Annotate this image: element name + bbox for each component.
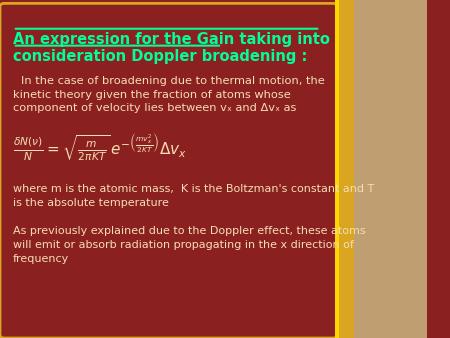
Text: consideration Doppler broadening :: consideration Doppler broadening : bbox=[13, 49, 307, 64]
Text: An expression for the Gain taking into: An expression for the Gain taking into bbox=[13, 32, 330, 47]
Text: $\frac{\delta N(\nu)}{N} = \sqrt{\frac{m}{2\pi KT}}\, e^{-\left(\frac{mv_x^{2}}{: $\frac{\delta N(\nu)}{N} = \sqrt{\frac{m… bbox=[13, 132, 187, 163]
Text: As previously explained due to the Doppler effect, these atoms
will emit or abso: As previously explained due to the Doppl… bbox=[13, 226, 365, 264]
Bar bbox=[335, 0, 339, 338]
Bar bbox=[355, 0, 427, 338]
Bar bbox=[355, 0, 427, 338]
Text: component of velocity lies between vₓ and Δvₓ as: component of velocity lies between vₓ an… bbox=[13, 103, 296, 113]
Text: where m is the atomic mass,  K is the Boltzman's constant and T
is the absolute : where m is the atomic mass, K is the Bol… bbox=[13, 184, 374, 208]
Bar bbox=[338, 0, 355, 338]
Text: In the case of broadening due to thermal motion, the: In the case of broadening due to thermal… bbox=[21, 76, 325, 86]
Text: kinetic theory given the fraction of atoms whose: kinetic theory given the fraction of ato… bbox=[13, 90, 291, 100]
FancyBboxPatch shape bbox=[0, 3, 338, 338]
